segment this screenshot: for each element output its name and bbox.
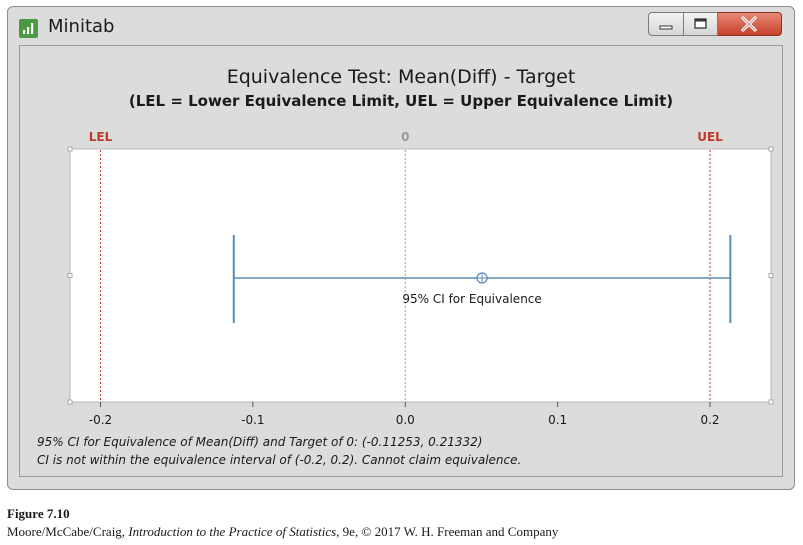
chart-subtitle: (LEL = Lower Equivalence Limit, UEL = Up… bbox=[128, 92, 674, 110]
selection-handle bbox=[67, 273, 73, 278]
figure-credit: Moore/McCabe/Craig, Introduction to the … bbox=[7, 524, 558, 540]
equivalence-conclusion-line: CI is not within the equivalence interva… bbox=[37, 453, 522, 467]
selection-handle bbox=[768, 273, 774, 278]
reference-label-uel: UEL bbox=[697, 130, 723, 144]
selection-handle bbox=[768, 399, 774, 405]
x-tick-label: 0.1 bbox=[548, 413, 567, 427]
title-bar[interactable]: Minitab bbox=[8, 7, 794, 45]
reference-label-lel: LEL bbox=[89, 130, 113, 144]
chart-title: Equivalence Test: Mean(Diff) - Target bbox=[226, 66, 576, 88]
selection-handle bbox=[67, 146, 73, 152]
close-icon bbox=[741, 16, 757, 32]
x-tick-label: 0.0 bbox=[396, 413, 415, 427]
figure-label: Figure 7.10 bbox=[7, 506, 70, 521]
x-tick-label: -0.2 bbox=[89, 413, 112, 427]
credit-rest: , 9e, © 2017 W. H. Freeman and Company bbox=[336, 524, 559, 539]
window-title: Minitab bbox=[48, 16, 115, 37]
minitab-window: Minitab Equivalence Test: Mean(Diff) - T… bbox=[7, 6, 795, 490]
credit-book-title: Introduction to the Practice of Statisti… bbox=[128, 524, 337, 539]
maximize-icon bbox=[694, 18, 707, 29]
x-tick-label: 0.2 bbox=[700, 413, 719, 427]
x-tick-label: -0.1 bbox=[241, 413, 264, 427]
close-button[interactable] bbox=[718, 12, 782, 36]
ci-summary-line: 95% CI for Equivalence of Mean(Diff) and… bbox=[37, 435, 483, 449]
credit-authors: Moore/McCabe/Craig, bbox=[7, 524, 129, 539]
ci-label: 95% CI for Equivalence bbox=[402, 292, 541, 306]
selection-handle bbox=[768, 146, 774, 152]
selection-handle bbox=[67, 399, 73, 405]
minimize-button[interactable] bbox=[648, 12, 684, 36]
reference-label-zero: 0 bbox=[401, 130, 409, 144]
minitab-bar-chart-icon bbox=[19, 19, 38, 38]
plot-area bbox=[69, 148, 772, 403]
plot-panel: Equivalence Test: Mean(Diff) - Target (L… bbox=[19, 45, 783, 477]
minimize-icon bbox=[659, 25, 673, 30]
equivalence-chart: LEL 0 UEL 95% CI for Equivalence -0.2 -0.1 0… bbox=[67, 130, 774, 427]
maximize-button[interactable] bbox=[684, 12, 718, 36]
